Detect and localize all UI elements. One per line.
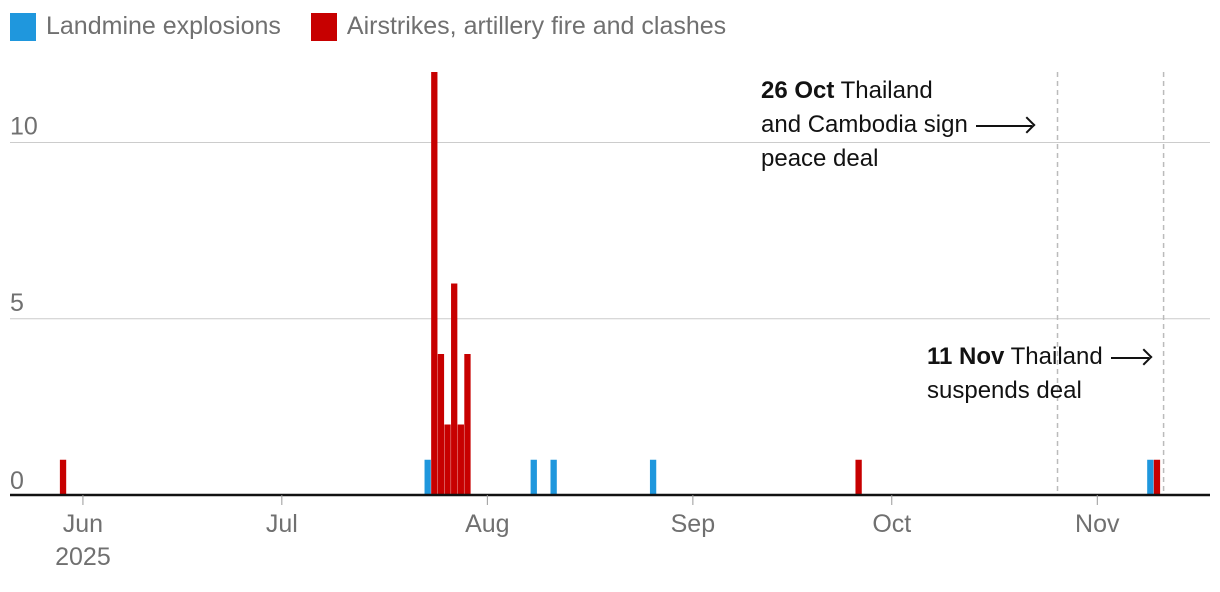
annotation-peace-deal-line3: peace deal: [761, 145, 879, 172]
x-tick-label: Sep: [671, 510, 715, 538]
x-tick-label: Jun: [63, 510, 103, 538]
arrow-right-icon: [1110, 356, 1149, 359]
bar: [457, 424, 464, 495]
legend-item-airstrikes: Airstrikes, artillery fire and clashes: [310, 12, 727, 41]
bar: [451, 283, 458, 495]
legend-item-landmine: Landmine explosions: [10, 12, 281, 41]
bar: [464, 354, 471, 495]
x-tick-sublabel: 2025: [55, 543, 111, 571]
annotation-peace-deal-date: 26 Oct: [761, 77, 835, 104]
legend-label-landmine: Landmine explosions: [46, 12, 281, 40]
y-tick-label: 0: [10, 467, 24, 495]
annotation-suspends-deal-line2: suspends deal: [927, 377, 1082, 404]
legend-swatch-airstrikes: [310, 12, 337, 41]
annotation-peace-deal-line2: and Cambodia sign: [761, 111, 968, 138]
annotation-suspends-deal-line1: Thailand: [1010, 343, 1103, 370]
annotation-peace-deal-line1: Thailand: [840, 77, 933, 104]
y-tick-label: 10: [10, 113, 38, 141]
annotation-peace-deal: 26 Oct Thailand and Cambodia sign peace …: [761, 74, 1032, 176]
bar: [431, 72, 438, 495]
bar: [424, 459, 431, 495]
legend: Landmine explosions Airstrikes, artiller…: [10, 12, 756, 41]
annotation-suspends-deal: 11 Nov Thailand suspends deal: [927, 340, 1149, 408]
bar: [1147, 459, 1154, 495]
bar: [1153, 459, 1161, 495]
bar: [550, 459, 557, 495]
bar: [444, 424, 451, 495]
bar: [59, 459, 67, 495]
x-tick-label: Oct: [872, 510, 911, 538]
arrow-right-icon: [975, 124, 1032, 127]
annotation-suspends-deal-date: 11 Nov: [927, 343, 1005, 370]
bar: [855, 459, 862, 495]
bar: [530, 459, 537, 495]
x-tick-label: Jul: [266, 510, 298, 538]
bar: [649, 459, 657, 495]
legend-label-airstrikes: Airstrikes, artillery fire and clashes: [346, 12, 727, 40]
bar: [437, 354, 445, 495]
x-tick-label: Nov: [1075, 510, 1120, 538]
x-tick-label: Aug: [465, 510, 509, 538]
y-tick-label: 5: [10, 289, 24, 317]
legend-swatch-landmine: [10, 12, 36, 41]
